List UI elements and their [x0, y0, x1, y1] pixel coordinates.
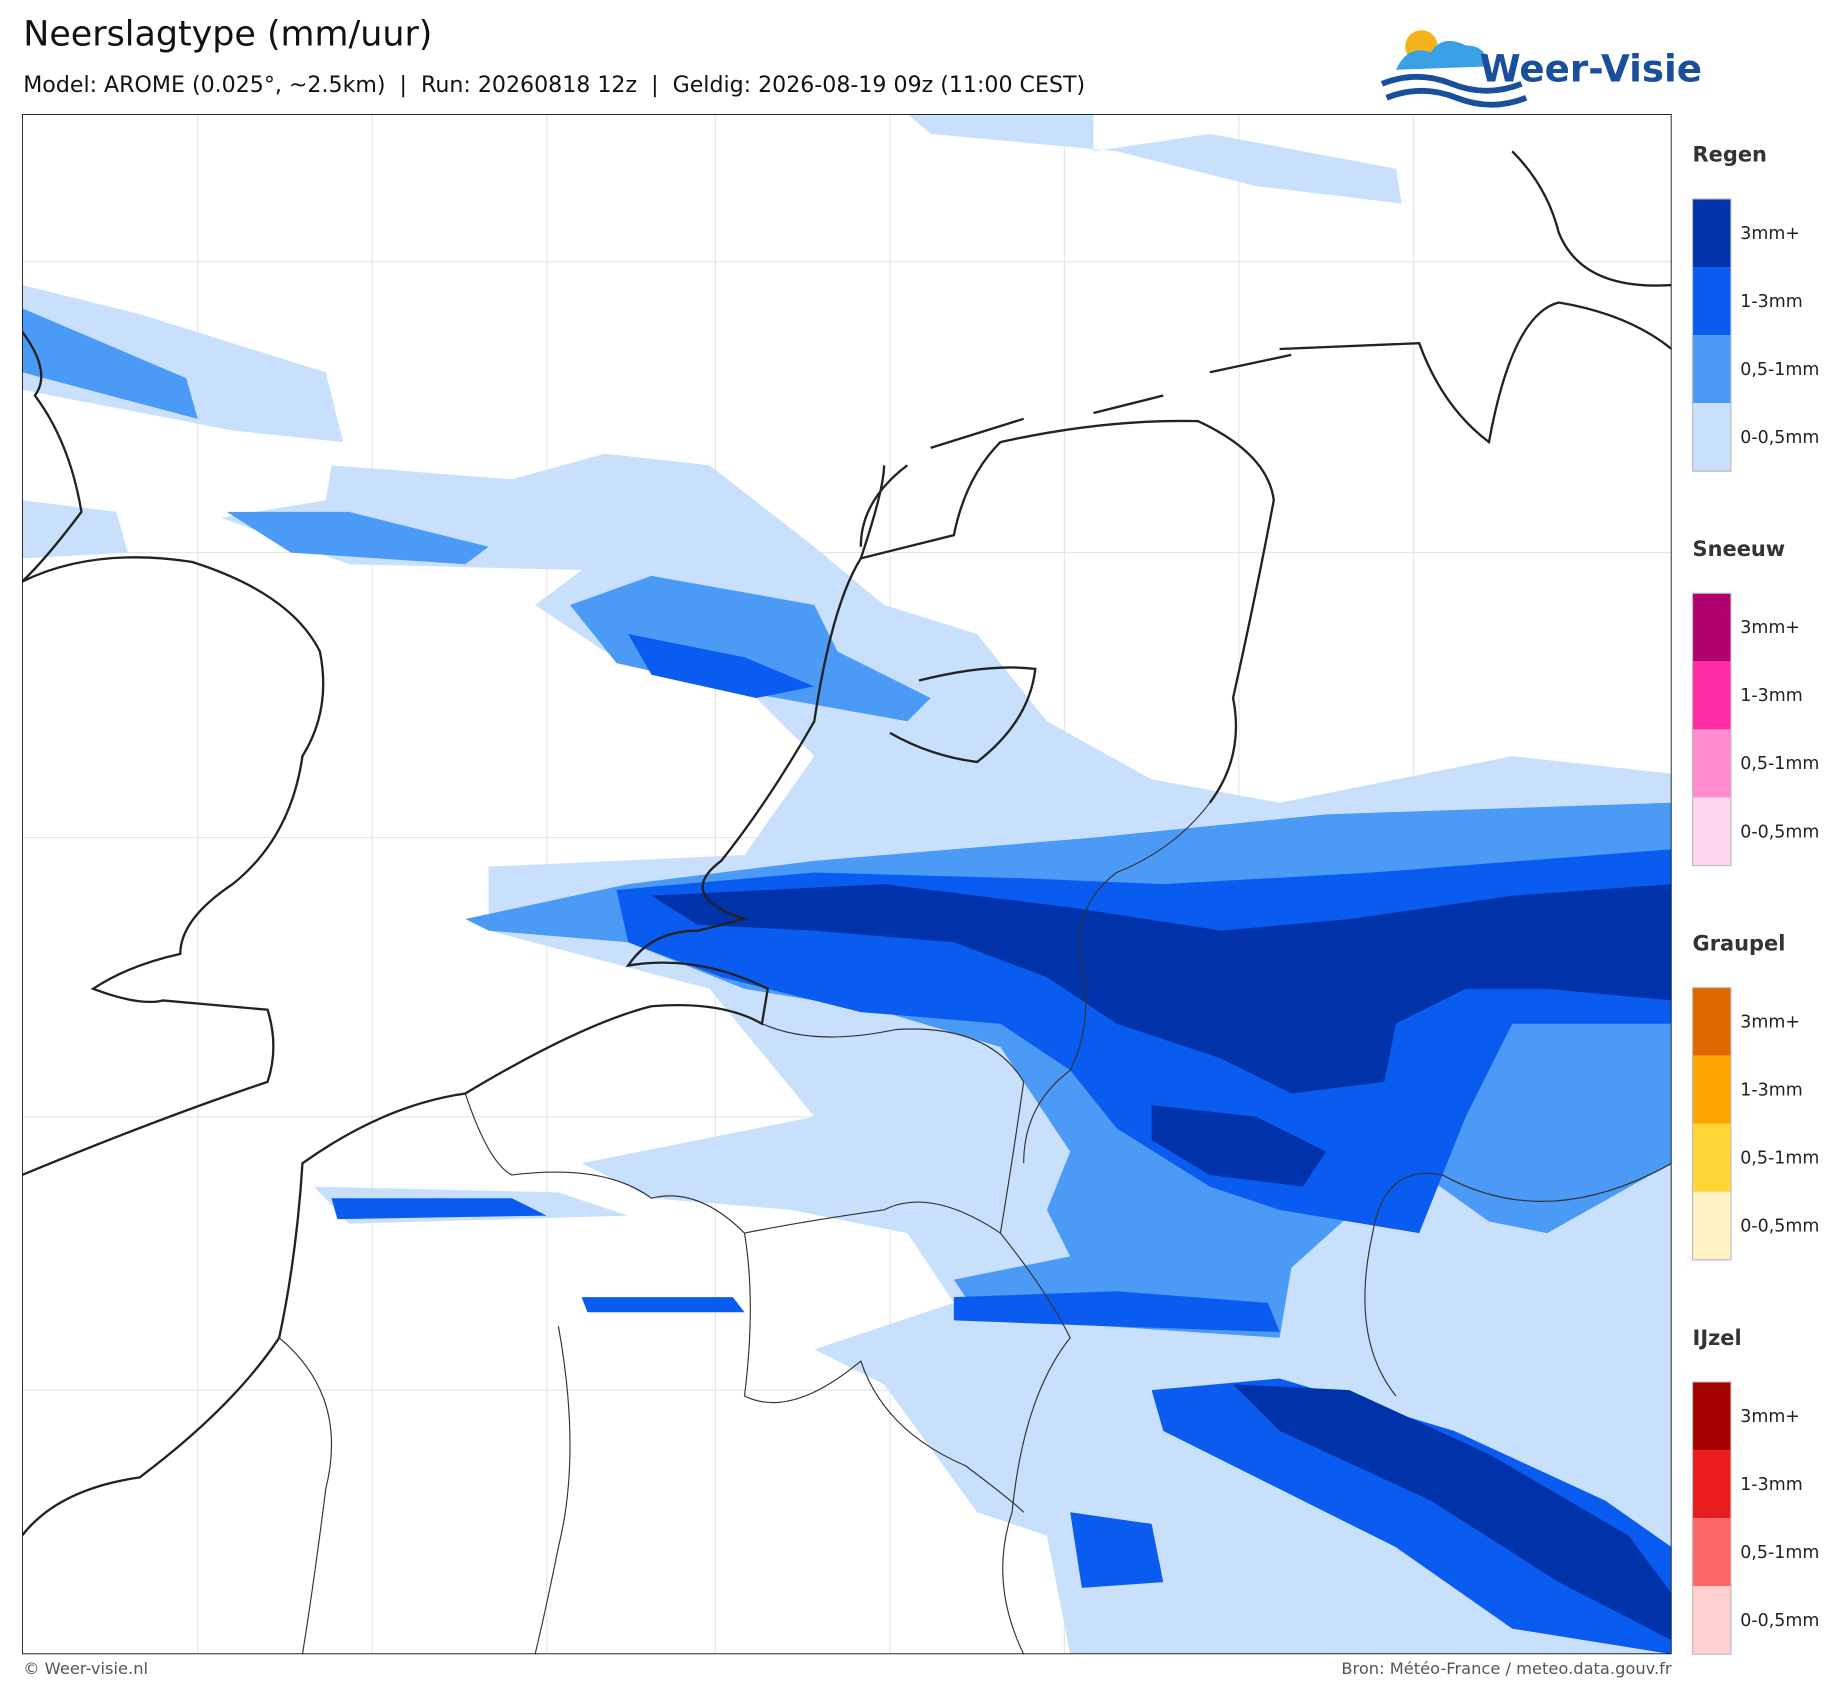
legend-label: 0-0,5mm [1740, 1217, 1819, 1237]
legend-frame [1691, 198, 1732, 472]
legend-label: 3mm+ [1740, 1407, 1800, 1427]
legend-label: 0,5-1mm [1740, 1149, 1819, 1169]
subtitle: Model: AROME (0.025°, ~2.5km) | Run: 202… [23, 72, 1085, 98]
legend-label: 0,5-1mm [1740, 360, 1819, 380]
legend-label: 3mm+ [1740, 224, 1800, 244]
legend-label: 0-0,5mm [1740, 822, 1819, 842]
footer-source: Bron: Météo-France / meteo.data.gouv.fr [1341, 1659, 1672, 1678]
legend-label: 0-0,5mm [1740, 428, 1819, 448]
logo: Weer-Visie [1380, 30, 1702, 108]
legend-swatch [1692, 198, 1731, 268]
legend-heading: Graupel [1693, 931, 1786, 955]
legend-frame [1691, 987, 1732, 1261]
legend-swatch [1692, 1055, 1731, 1124]
legend-label: 1-3mm [1740, 686, 1802, 706]
borders [278, 802, 1672, 1655]
legend-frame [1691, 592, 1732, 867]
logo-cloud [1395, 40, 1489, 70]
legend-swatch [1692, 1450, 1731, 1519]
legend-swatch [1692, 403, 1731, 472]
legend-swatch [1692, 1586, 1731, 1655]
precipitation [22, 114, 1672, 1655]
legend: Regen 3mm+ 1-3mm 0,5-1mm 0-0,5mm Sneeuw 3mm+ 1-… [1691, 143, 1819, 1655]
legend-swatch [1692, 729, 1731, 798]
legend-swatch [1692, 797, 1731, 866]
map [22, 114, 1672, 1655]
legend-swatch [1692, 1191, 1731, 1260]
legend-label: 1-3mm [1740, 1475, 1802, 1495]
legend-swatch [1692, 1382, 1731, 1451]
logo-text: Weer-Visie [1480, 46, 1702, 90]
legend-label: 3mm+ [1740, 1012, 1800, 1032]
footer-credit: © Weer-visie.nl [23, 1659, 148, 1678]
legend-heading: IJzel [1693, 1326, 1742, 1350]
legend-label: 0-0,5mm [1740, 1611, 1819, 1631]
legend-label: 1-3mm [1740, 1081, 1802, 1101]
legend-label: 3mm+ [1740, 618, 1800, 638]
legend-swatch [1692, 987, 1731, 1056]
legend-swatch [1692, 661, 1731, 730]
legend-swatch [1692, 593, 1731, 662]
legend-swatch [1692, 1518, 1731, 1587]
title: Neerslagtype (mm/uur) [23, 14, 432, 54]
legend-swatch [1692, 1123, 1731, 1192]
legend-swatch [1692, 335, 1731, 404]
legend-label: 0,5-1mm [1740, 754, 1819, 774]
logo-waves [1380, 73, 1528, 108]
legend-heading: Regen [1693, 143, 1767, 167]
coastlines [22, 150, 1672, 1537]
legend-label: 0,5-1mm [1740, 1543, 1819, 1563]
legend-heading: Sneeuw [1693, 537, 1786, 561]
legend-label: 1-3mm [1740, 292, 1802, 312]
legend-swatch [1692, 267, 1731, 336]
legend-frame [1691, 1381, 1732, 1655]
